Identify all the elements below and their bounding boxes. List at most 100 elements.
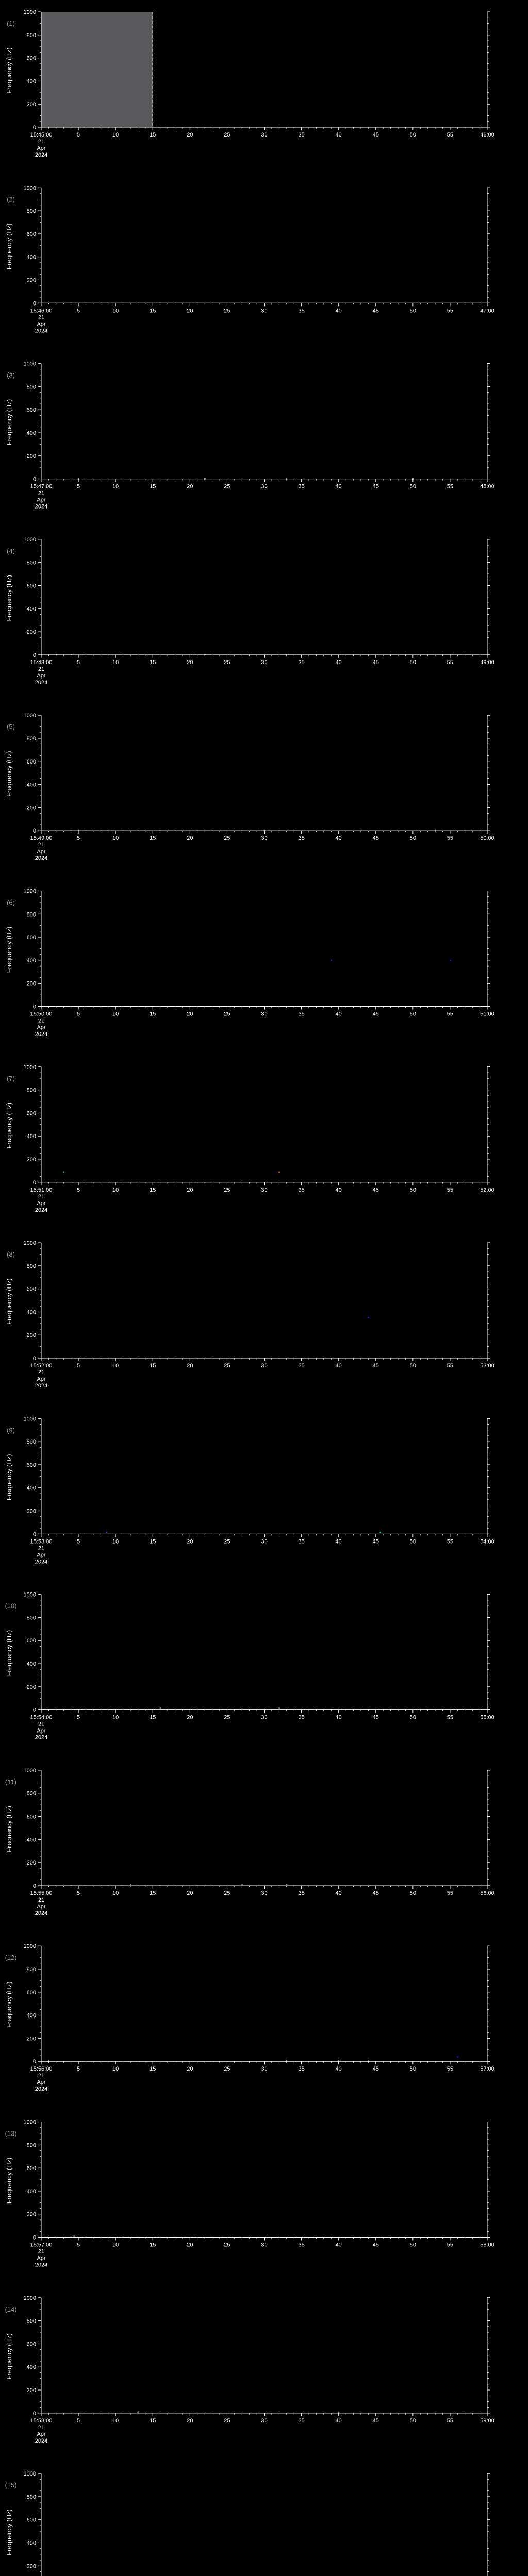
- svg-text:54:00: 54:00: [480, 1538, 494, 1545]
- svg-text:30: 30: [261, 1715, 267, 1721]
- svg-text:10: 10: [112, 132, 119, 138]
- svg-text:10: 10: [112, 1890, 119, 1896]
- svg-text:20: 20: [187, 1011, 193, 1017]
- svg-text:58:00: 58:00: [480, 2242, 494, 2248]
- svg-text:2024: 2024: [35, 152, 47, 158]
- svg-text:2024: 2024: [35, 2262, 47, 2268]
- svg-text:200: 200: [27, 1509, 36, 1515]
- svg-text:Apr: Apr: [37, 849, 45, 855]
- svg-text:47:00: 47:00: [480, 308, 494, 314]
- svg-text:600: 600: [27, 2165, 36, 2172]
- svg-text:400: 400: [27, 1309, 36, 1315]
- svg-text:2024: 2024: [35, 2438, 47, 2444]
- svg-text:Apr: Apr: [37, 1904, 45, 1910]
- svg-text:50: 50: [410, 2418, 416, 2424]
- svg-text:Frequency (Hz): Frequency (Hz): [5, 575, 13, 621]
- svg-text:200: 200: [27, 277, 36, 283]
- svg-text:15:46:00: 15:46:00: [30, 308, 53, 314]
- svg-text:20: 20: [187, 1715, 193, 1721]
- svg-text:Apr: Apr: [37, 1552, 45, 1558]
- svg-text:800: 800: [27, 32, 36, 39]
- svg-text:600: 600: [27, 1462, 36, 1468]
- svg-text:50: 50: [410, 2066, 416, 2072]
- svg-text:15: 15: [150, 2066, 156, 2072]
- svg-text:15: 15: [150, 1187, 156, 1193]
- svg-text:50: 50: [410, 1538, 416, 1545]
- svg-text:15:49:00: 15:49:00: [30, 835, 53, 841]
- svg-text:40: 40: [336, 308, 342, 314]
- svg-text:25: 25: [224, 484, 230, 490]
- svg-text:Frequency (Hz): Frequency (Hz): [5, 1103, 13, 1149]
- svg-text:800: 800: [27, 2142, 36, 2148]
- svg-text:50: 50: [410, 835, 416, 841]
- svg-text:35: 35: [298, 484, 304, 490]
- svg-text:800: 800: [27, 208, 36, 214]
- svg-text:(10): (10): [5, 1602, 16, 1610]
- svg-text:800: 800: [27, 384, 36, 390]
- svg-text:10: 10: [112, 1363, 119, 1369]
- svg-text:45: 45: [373, 484, 379, 490]
- svg-text:(5): (5): [7, 723, 15, 731]
- svg-text:15: 15: [150, 484, 156, 490]
- svg-text:Apr: Apr: [37, 497, 45, 503]
- svg-text:10: 10: [112, 2242, 119, 2248]
- svg-text:49:00: 49:00: [480, 659, 494, 666]
- svg-text:15: 15: [150, 132, 156, 138]
- svg-text:30: 30: [261, 2242, 267, 2248]
- svg-text:50:00: 50:00: [480, 835, 494, 841]
- svg-text:35: 35: [298, 308, 304, 314]
- svg-text:Frequency (Hz): Frequency (Hz): [5, 1454, 13, 1501]
- svg-text:2024: 2024: [35, 1735, 47, 1741]
- svg-text:15:52:00: 15:52:00: [30, 1363, 53, 1369]
- svg-text:21: 21: [38, 1369, 44, 1376]
- svg-text:0: 0: [33, 1004, 36, 1010]
- svg-text:20: 20: [187, 659, 193, 666]
- svg-text:25: 25: [224, 132, 230, 138]
- svg-text:2024: 2024: [35, 328, 47, 334]
- svg-text:20: 20: [187, 2242, 193, 2248]
- svg-text:800: 800: [27, 560, 36, 566]
- svg-text:200: 200: [27, 1684, 36, 1690]
- svg-text:2024: 2024: [35, 1910, 47, 1917]
- svg-text:Apr: Apr: [37, 2079, 45, 2086]
- svg-text:200: 200: [27, 1332, 36, 1338]
- svg-text:46:00: 46:00: [480, 132, 494, 138]
- svg-text:50: 50: [410, 308, 416, 314]
- svg-text:40: 40: [336, 659, 342, 666]
- svg-text:200: 200: [27, 2212, 36, 2218]
- svg-text:(4): (4): [7, 547, 15, 555]
- svg-text:53:00: 53:00: [480, 1363, 494, 1369]
- svg-text:10: 10: [112, 1715, 119, 1721]
- svg-text:21: 21: [38, 490, 44, 497]
- svg-text:52:00: 52:00: [480, 1187, 494, 1193]
- svg-text:30: 30: [261, 1187, 267, 1193]
- svg-text:(13): (13): [5, 2130, 16, 2138]
- svg-text:Frequency (Hz): Frequency (Hz): [5, 751, 13, 797]
- svg-text:20: 20: [187, 132, 193, 138]
- svg-text:55: 55: [447, 835, 453, 841]
- svg-text:40: 40: [336, 1011, 342, 1017]
- svg-text:20: 20: [187, 484, 193, 490]
- svg-text:35: 35: [298, 2242, 304, 2248]
- svg-text:25: 25: [224, 2066, 230, 2072]
- svg-text:Frequency (Hz): Frequency (Hz): [5, 2333, 13, 2380]
- svg-text:30: 30: [261, 1890, 267, 1896]
- svg-text:15:50:00: 15:50:00: [30, 1011, 53, 1017]
- svg-text:1000: 1000: [24, 888, 36, 894]
- svg-text:200: 200: [27, 981, 36, 987]
- svg-text:10: 10: [112, 2418, 119, 2424]
- svg-text:21: 21: [38, 1194, 44, 1200]
- svg-text:600: 600: [27, 231, 36, 238]
- svg-text:0: 0: [33, 125, 36, 131]
- svg-text:400: 400: [27, 1133, 36, 1140]
- svg-text:Apr: Apr: [37, 2256, 45, 2262]
- svg-text:15: 15: [150, 1363, 156, 1369]
- svg-text:600: 600: [27, 1638, 36, 1644]
- svg-text:400: 400: [27, 606, 36, 612]
- svg-text:2024: 2024: [35, 855, 47, 861]
- svg-text:45: 45: [373, 2066, 379, 2072]
- svg-text:40: 40: [336, 484, 342, 490]
- svg-text:35: 35: [298, 132, 304, 138]
- svg-text:15: 15: [150, 1011, 156, 1017]
- svg-text:30: 30: [261, 308, 267, 314]
